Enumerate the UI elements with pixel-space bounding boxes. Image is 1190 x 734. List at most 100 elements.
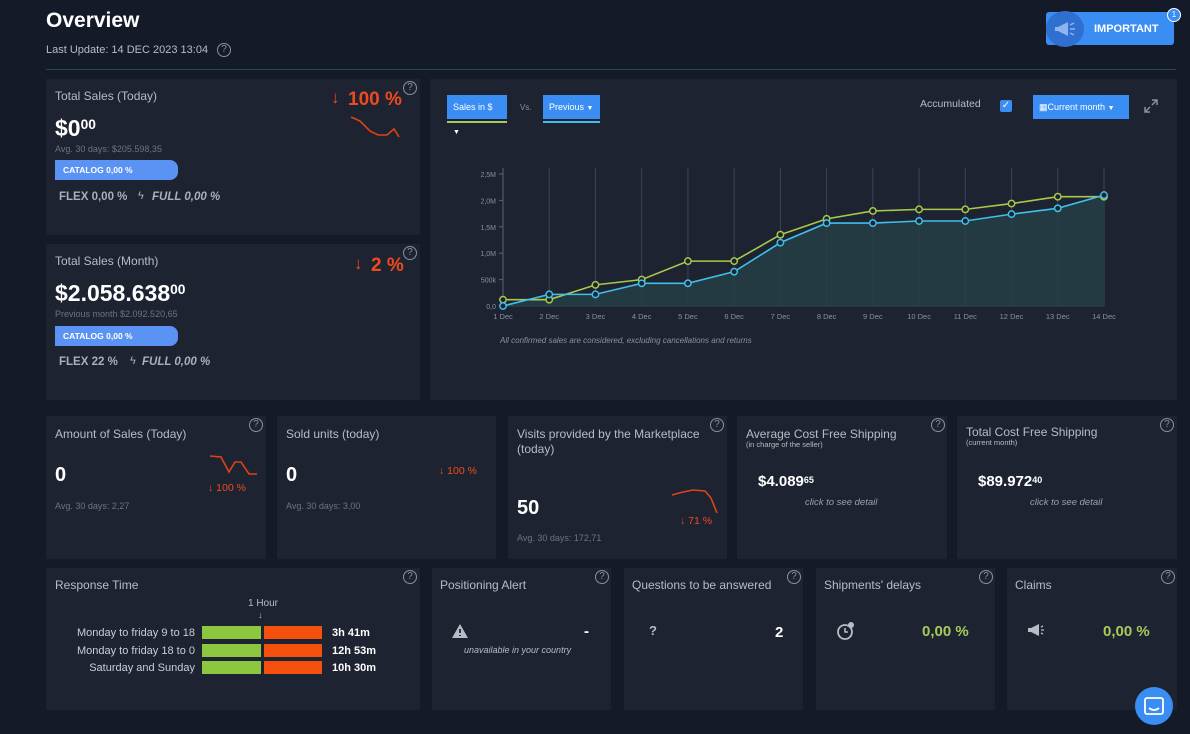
chart-footnote: All confirmed sales are considered, excl…: [500, 336, 752, 345]
sales-chart-card: Sales in $ ▼ Vs. Previous ▼ Accumulated …: [430, 79, 1177, 400]
value-main: $89.972: [978, 473, 1033, 490]
green-bar: [202, 644, 261, 657]
clock-icon: [837, 622, 854, 640]
amount-of-sales-card: Amount of Sales (Today) ? 0 Avg. 30 days…: [46, 416, 266, 559]
value-main: $0: [55, 115, 81, 141]
shipments-delays-card[interactable]: Shipments' delays ? 0,00 %: [816, 568, 995, 710]
help-icon[interactable]: ?: [403, 570, 417, 584]
catalog-badge: CATALOG 0,00 %: [55, 160, 178, 180]
help-icon[interactable]: ?: [403, 81, 417, 95]
data-point: [868, 219, 877, 228]
change-percent: 2 %: [371, 255, 404, 276]
help-icon[interactable]: ?: [787, 570, 801, 584]
detail-link[interactable]: click to see detail: [1030, 497, 1103, 508]
data-point: [961, 217, 970, 225]
help-icon[interactable]: ?: [249, 418, 263, 432]
series-line-0: [503, 195, 1104, 301]
average-cost-free-shipping-card[interactable]: Average Cost Free Shipping (in charge of…: [737, 416, 947, 559]
response-row-label: Monday to friday 18 to 0: [76, 645, 195, 657]
y-tick-label: 1,0M: [480, 251, 496, 258]
red-bar: [264, 626, 322, 639]
x-tick-label: 4 Dec: [632, 312, 652, 321]
data-point: [1007, 210, 1016, 219]
x-tick-label: 1 Dec: [493, 312, 513, 321]
claims-card[interactable]: Claims ? 0,00 %: [1007, 568, 1177, 710]
data-point: [1053, 204, 1062, 213]
card-title: Questions to be answered: [632, 578, 772, 592]
kpi-value: 0: [55, 464, 67, 486]
total-cost-free-shipping-card[interactable]: Total Cost Free Shipping (current month)…: [957, 416, 1177, 559]
x-tick-label: 9 Dec: [863, 312, 883, 321]
data-point: [822, 219, 831, 228]
value-cents: 40: [1032, 475, 1043, 485]
change-percent: 100 %: [348, 89, 402, 110]
detail-link[interactable]: click to see detail: [805, 497, 878, 508]
data-point: [499, 302, 507, 310]
help-icon[interactable]: ?: [931, 418, 945, 432]
metric-select[interactable]: Sales in $ ▼: [447, 95, 507, 136]
megaphone-icon: [1028, 624, 1044, 636]
red-bar: [264, 644, 322, 657]
compare-select[interactable]: Previous ▼: [543, 95, 600, 119]
calendar-icon: ▦: [1039, 102, 1048, 112]
vs-label: Vs.: [520, 103, 532, 112]
header-divider: [46, 69, 1176, 70]
visits-card: Visits provided by the Marketplace (toda…: [508, 416, 727, 559]
y-tick-label: 2,0M: [480, 198, 496, 205]
red-bar: [264, 661, 322, 674]
card-title: Response Time: [55, 578, 139, 592]
green-bar: [202, 626, 261, 639]
questions-card[interactable]: Questions to be answered ? ? 2: [624, 568, 803, 710]
compare-select-underline: [543, 121, 600, 123]
total-sales-today-value: $000: [55, 115, 96, 142]
important-button[interactable]: IMPORTANT 1: [1046, 8, 1181, 47]
response-row-label: Saturday and Sunday: [89, 662, 195, 674]
card-title-line2: (today): [517, 442, 555, 456]
important-label: IMPORTANT: [1094, 23, 1159, 35]
x-tick-label: 14 Dec: [1092, 312, 1116, 321]
full-percent: FULL 0,00 %: [152, 191, 221, 203]
response-row-value: 3h 41m: [332, 627, 370, 639]
accumulated-checkbox[interactable]: ✓: [1000, 100, 1012, 112]
kpi-value: $89.97240: [978, 473, 1042, 490]
period-select[interactable]: ▦Current month ▼: [1033, 95, 1129, 119]
help-icon[interactable]: ?: [217, 43, 231, 57]
data-point: [730, 257, 739, 266]
page-title: Overview: [46, 9, 140, 32]
caret-down-icon: ▼: [586, 105, 594, 112]
claims-percent: 0,00 %: [1103, 623, 1150, 640]
card-title: Total Cost Free Shipping: [966, 425, 1098, 439]
lightning-icon: ϟ: [130, 355, 136, 367]
help-icon[interactable]: ?: [1161, 570, 1175, 584]
y-tick-label: 500k: [481, 278, 497, 285]
help-icon[interactable]: ?: [403, 246, 417, 260]
card-title: Total Sales (Month): [55, 254, 159, 268]
help-icon[interactable]: ?: [1160, 418, 1174, 432]
total-sales-month-value: $2.058.63800: [55, 280, 185, 307]
caret-down-icon: ▼: [1107, 105, 1115, 112]
expand-icon[interactable]: [1144, 99, 1158, 113]
card-title: Total Sales (Today): [55, 89, 158, 103]
data-point: [776, 230, 785, 239]
trend-sparkline: [209, 455, 257, 475]
change-percent: ↓ 100 %: [208, 482, 246, 494]
questions-count: 2: [775, 624, 784, 641]
x-tick-label: 10 Dec: [907, 312, 931, 321]
previous-month: Previous month $2.092.520,65: [55, 309, 178, 319]
avg-30-days: Avg. 30 days: 3,00: [286, 501, 361, 511]
card-title: Shipments' delays: [824, 578, 922, 592]
card-title: Amount of Sales (Today): [55, 427, 187, 441]
help-icon[interactable]: ?: [979, 570, 993, 584]
x-tick-label: 7 Dec: [771, 312, 791, 321]
total-sales-today-card: Total Sales (Today) ? $000 Avg. 30 days:…: [46, 79, 420, 235]
help-icon[interactable]: ?: [595, 570, 609, 584]
help-icon[interactable]: ?: [710, 418, 724, 432]
down-arrow-icon: ↓: [680, 515, 689, 527]
change-value: 100 %: [447, 465, 477, 477]
chat-button[interactable]: [1135, 687, 1173, 725]
card-title: Positioning Alert: [440, 578, 527, 592]
kpi-value: 0: [286, 464, 298, 486]
data-point: [961, 205, 970, 214]
y-tick-label: 2,5M: [480, 172, 496, 179]
data-point: [730, 267, 739, 276]
